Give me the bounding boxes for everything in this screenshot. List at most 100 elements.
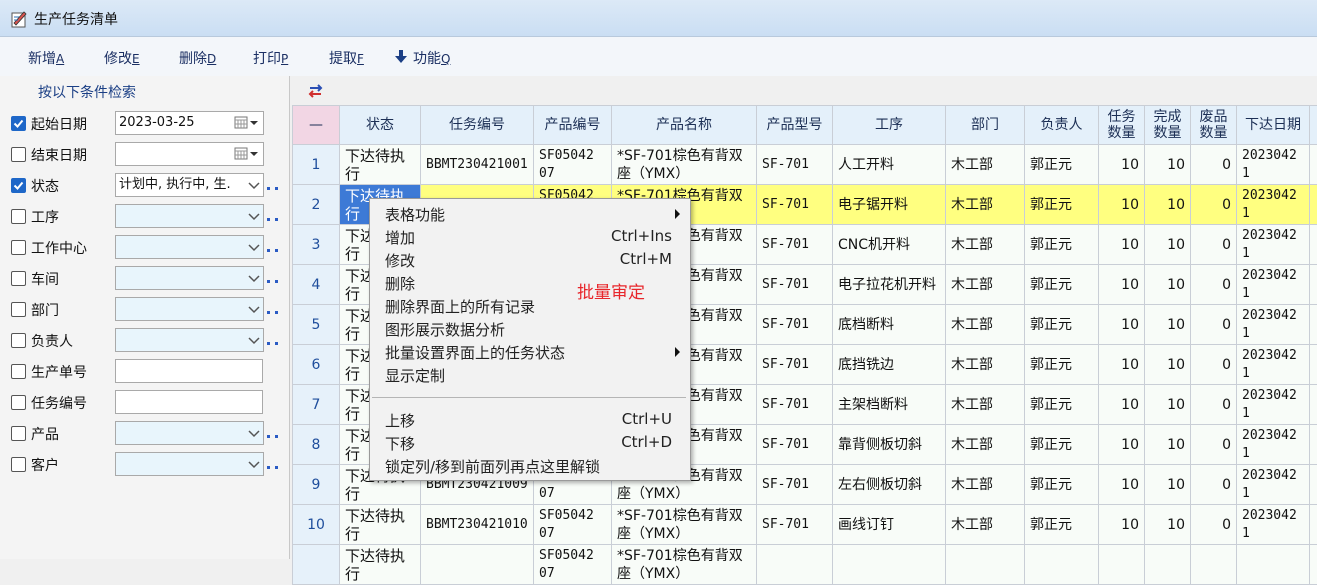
column-header[interactable]: 任务数量 xyxy=(1099,105,1145,145)
menu-item[interactable]: 增加 Ctrl+Ins xyxy=(370,226,688,249)
table-cell[interactable]: 10 xyxy=(1145,345,1191,385)
table-cell[interactable]: 电子锯开料 xyxy=(833,185,946,225)
grid-toggle-icon[interactable] xyxy=(308,84,324,98)
table-cell[interactable]: 10 xyxy=(1145,465,1191,505)
table-cell[interactable]: 20230421 xyxy=(1237,145,1310,185)
checkbox[interactable] xyxy=(11,116,26,131)
calendar-button[interactable] xyxy=(233,112,263,134)
column-header[interactable]: 状态 xyxy=(340,105,421,145)
table-cell[interactable]: 10 xyxy=(1099,185,1145,225)
checkbox[interactable] xyxy=(11,240,26,255)
filter-input[interactable] xyxy=(115,359,263,383)
table-cell[interactable]: 木工部 xyxy=(946,465,1025,505)
table-cell[interactable]: 下达待执行 xyxy=(340,545,421,585)
table-cell[interactable]: 木工部 xyxy=(946,145,1025,185)
more-button[interactable] xyxy=(266,340,282,348)
table-cell[interactable]: 木工部 xyxy=(946,305,1025,345)
filter-input[interactable] xyxy=(115,142,264,166)
row-number[interactable]: 7 xyxy=(292,385,340,425)
table-cell[interactable]: 10 xyxy=(1099,225,1145,265)
column-header[interactable]: 产品名称 xyxy=(612,105,757,145)
table-cell[interactable]: 10 xyxy=(1099,145,1145,185)
table-cell[interactable] xyxy=(1310,505,1317,545)
table-cell[interactable]: 电子拉花机开料 xyxy=(833,265,946,305)
table-cell[interactable]: 10 xyxy=(1145,385,1191,425)
table-cell[interactable] xyxy=(1310,385,1317,425)
table-cell[interactable] xyxy=(833,545,946,585)
table-cell[interactable]: SF-701 xyxy=(757,305,833,345)
toolbar-button[interactable]: 修改E xyxy=(104,48,140,68)
filter-input[interactable] xyxy=(115,204,264,228)
row-number[interactable]: 4 xyxy=(292,265,340,305)
table-cell[interactable]: 郭正元 xyxy=(1025,385,1099,425)
table-cell[interactable]: 10 xyxy=(1145,145,1191,185)
table-cell[interactable]: *SF-701棕色有背双座（YMX） xyxy=(612,545,757,585)
column-header[interactable]: 工序 xyxy=(833,105,946,145)
table-cell[interactable]: 10 xyxy=(1099,305,1145,345)
table-cell[interactable]: 0 xyxy=(1191,185,1237,225)
table-cell[interactable]: 郭正元 xyxy=(1025,305,1099,345)
table-cell[interactable]: 10 xyxy=(1099,385,1145,425)
toolbar-button[interactable]: 删除D xyxy=(179,48,216,68)
table-cell[interactable]: SF-701 xyxy=(757,265,833,305)
checkbox[interactable] xyxy=(11,395,26,410)
row-number[interactable]: 6 xyxy=(292,345,340,385)
column-header[interactable]: 负责人 xyxy=(1025,105,1099,145)
menu-item[interactable]: 图形展示数据分析 xyxy=(370,318,688,341)
table-cell[interactable]: 0 xyxy=(1191,505,1237,545)
table-cell[interactable] xyxy=(1310,465,1317,505)
table-cell[interactable] xyxy=(1310,225,1317,265)
table-cell[interactable] xyxy=(1145,545,1191,585)
filter-input[interactable]: 2023-03-25 xyxy=(115,111,264,135)
dropdown-arrow[interactable] xyxy=(245,453,263,475)
table-cell[interactable]: 10 xyxy=(1099,465,1145,505)
table-cell[interactable] xyxy=(1099,545,1145,585)
table-cell[interactable]: SF-701 xyxy=(757,225,833,265)
dropdown-arrow[interactable] xyxy=(245,298,263,320)
table-cell[interactable]: 0 xyxy=(1191,265,1237,305)
table-cell[interactable]: 20230421 xyxy=(1237,305,1310,345)
table-cell[interactable] xyxy=(1310,305,1317,345)
row-number[interactable]: 2 xyxy=(292,185,340,225)
table-cell[interactable]: 主架档断料 xyxy=(833,385,946,425)
row-number[interactable]: 8 xyxy=(292,425,340,465)
table-cell[interactable]: 20230421 xyxy=(1237,425,1310,465)
column-header[interactable]: 任务编号 xyxy=(421,105,534,145)
filter-input[interactable]: 计划中, 执行中, 生. xyxy=(115,173,264,197)
table-cell[interactable]: *SF-701棕色有背双座（YMX） xyxy=(612,145,757,185)
column-header[interactable]: 下达日期 xyxy=(1237,105,1310,145)
table-cell[interactable]: SF0504207 xyxy=(534,545,612,585)
table-cell[interactable] xyxy=(1025,545,1099,585)
table-cell[interactable]: 木工部 xyxy=(946,505,1025,545)
table-cell[interactable]: 郭正元 xyxy=(1025,265,1099,305)
row-number[interactable]: 10 xyxy=(292,505,340,545)
table-cell[interactable]: 木工部 xyxy=(946,385,1025,425)
toolbar-button[interactable]: 提取F xyxy=(329,48,364,68)
table-cell[interactable] xyxy=(421,545,534,585)
table-cell[interactable]: 木工部 xyxy=(946,185,1025,225)
more-button[interactable] xyxy=(266,464,282,472)
checkbox[interactable] xyxy=(11,209,26,224)
menu-item[interactable]: 删除界面上的所有记录 xyxy=(370,295,688,318)
row-number[interactable]: 3 xyxy=(292,225,340,265)
table-cell[interactable]: 20230421 xyxy=(1237,505,1310,545)
table-cell[interactable]: 木工部 xyxy=(946,225,1025,265)
table-cell[interactable] xyxy=(1310,345,1317,385)
table-cell[interactable]: 下达待执行 xyxy=(340,505,421,545)
menu-item[interactable]: 下移 Ctrl+D xyxy=(370,432,688,455)
more-button[interactable] xyxy=(266,309,282,317)
table-cell[interactable]: 0 xyxy=(1191,465,1237,505)
dropdown-arrow[interactable] xyxy=(245,267,263,289)
calendar-button[interactable] xyxy=(233,143,263,165)
row-number[interactable]: 5 xyxy=(292,305,340,345)
table-cell[interactable]: 木工部 xyxy=(946,425,1025,465)
table-cell[interactable]: 10 xyxy=(1099,345,1145,385)
menu-item[interactable]: 表格功能 xyxy=(370,203,688,226)
dropdown-arrow[interactable] xyxy=(245,236,263,258)
toolbar-button[interactable]: 新增A xyxy=(28,48,64,68)
checkbox[interactable] xyxy=(11,426,26,441)
row-number[interactable]: 9 xyxy=(292,465,340,505)
table-cell[interactable]: 10 xyxy=(1099,425,1145,465)
column-header[interactable]: 部门 xyxy=(946,105,1025,145)
table-cell[interactable]: SF-701 xyxy=(757,385,833,425)
